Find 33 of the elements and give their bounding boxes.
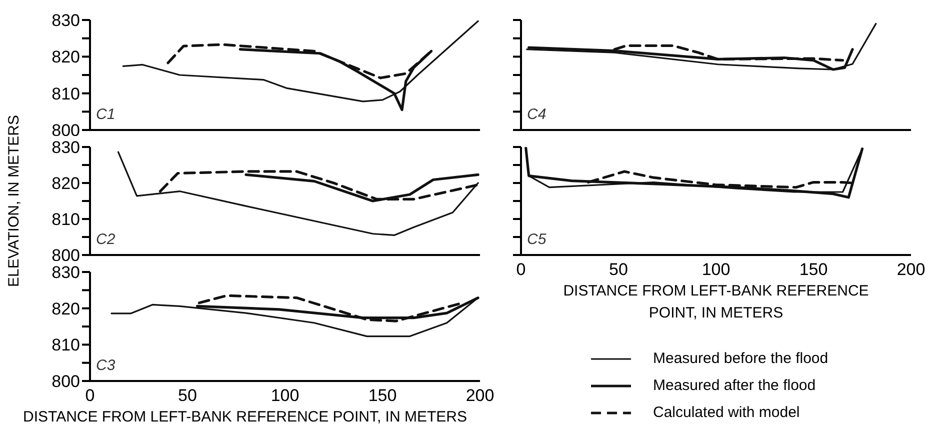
y-tick-label: 800 bbox=[52, 121, 80, 140]
x-axis-title: DISTANCE FROM LEFT-BANK REFERENCE POINT, IN METERS bbox=[23, 408, 467, 426]
x-tick-label: 100 bbox=[270, 386, 300, 406]
x-tick-label: 50 bbox=[609, 260, 628, 280]
x-tick-label: 200 bbox=[896, 260, 926, 280]
y-tick-label: 810 bbox=[52, 336, 80, 355]
y-tick-label: 830 bbox=[52, 138, 80, 158]
y-tick-label: 810 bbox=[52, 210, 80, 230]
x-tick-label: 50 bbox=[178, 386, 197, 406]
y-axis-title: ELEVATION, IN METERS bbox=[6, 115, 22, 287]
y-tick-label: 800 bbox=[52, 372, 80, 392]
y-tick-label: 830 bbox=[52, 11, 80, 30]
x-tick-label: 150 bbox=[799, 260, 828, 280]
y-tick-label: 800 bbox=[52, 246, 80, 266]
y-tick-label: 820 bbox=[52, 174, 80, 194]
legend-label: Calculated with model bbox=[653, 404, 800, 421]
x-tick-label: 0 bbox=[516, 260, 526, 280]
x-tick-label: 150 bbox=[368, 386, 397, 406]
legend-label: Measured after the flood bbox=[653, 377, 816, 394]
text: C5 bbox=[527, 231, 546, 248]
x-axis-title: DISTANCE FROM LEFT-BANK REFERENCE POINT, IN METERS bbox=[563, 282, 869, 322]
legend-label: Measured before the flood bbox=[653, 350, 828, 367]
x-tick-label: 0 bbox=[85, 386, 95, 406]
y-tick-label: 820 bbox=[52, 48, 80, 67]
x-tick-label: 200 bbox=[466, 386, 494, 406]
y-tick-label: 810 bbox=[52, 84, 80, 104]
text: C2 bbox=[96, 231, 116, 248]
text: C4 bbox=[527, 106, 546, 123]
y-tick-label: 830 bbox=[52, 263, 80, 282]
x-tick-label: 100 bbox=[702, 260, 730, 280]
y-tick-label: 820 bbox=[52, 299, 80, 318]
text: C3 bbox=[96, 357, 116, 374]
text: C1 bbox=[96, 106, 116, 123]
